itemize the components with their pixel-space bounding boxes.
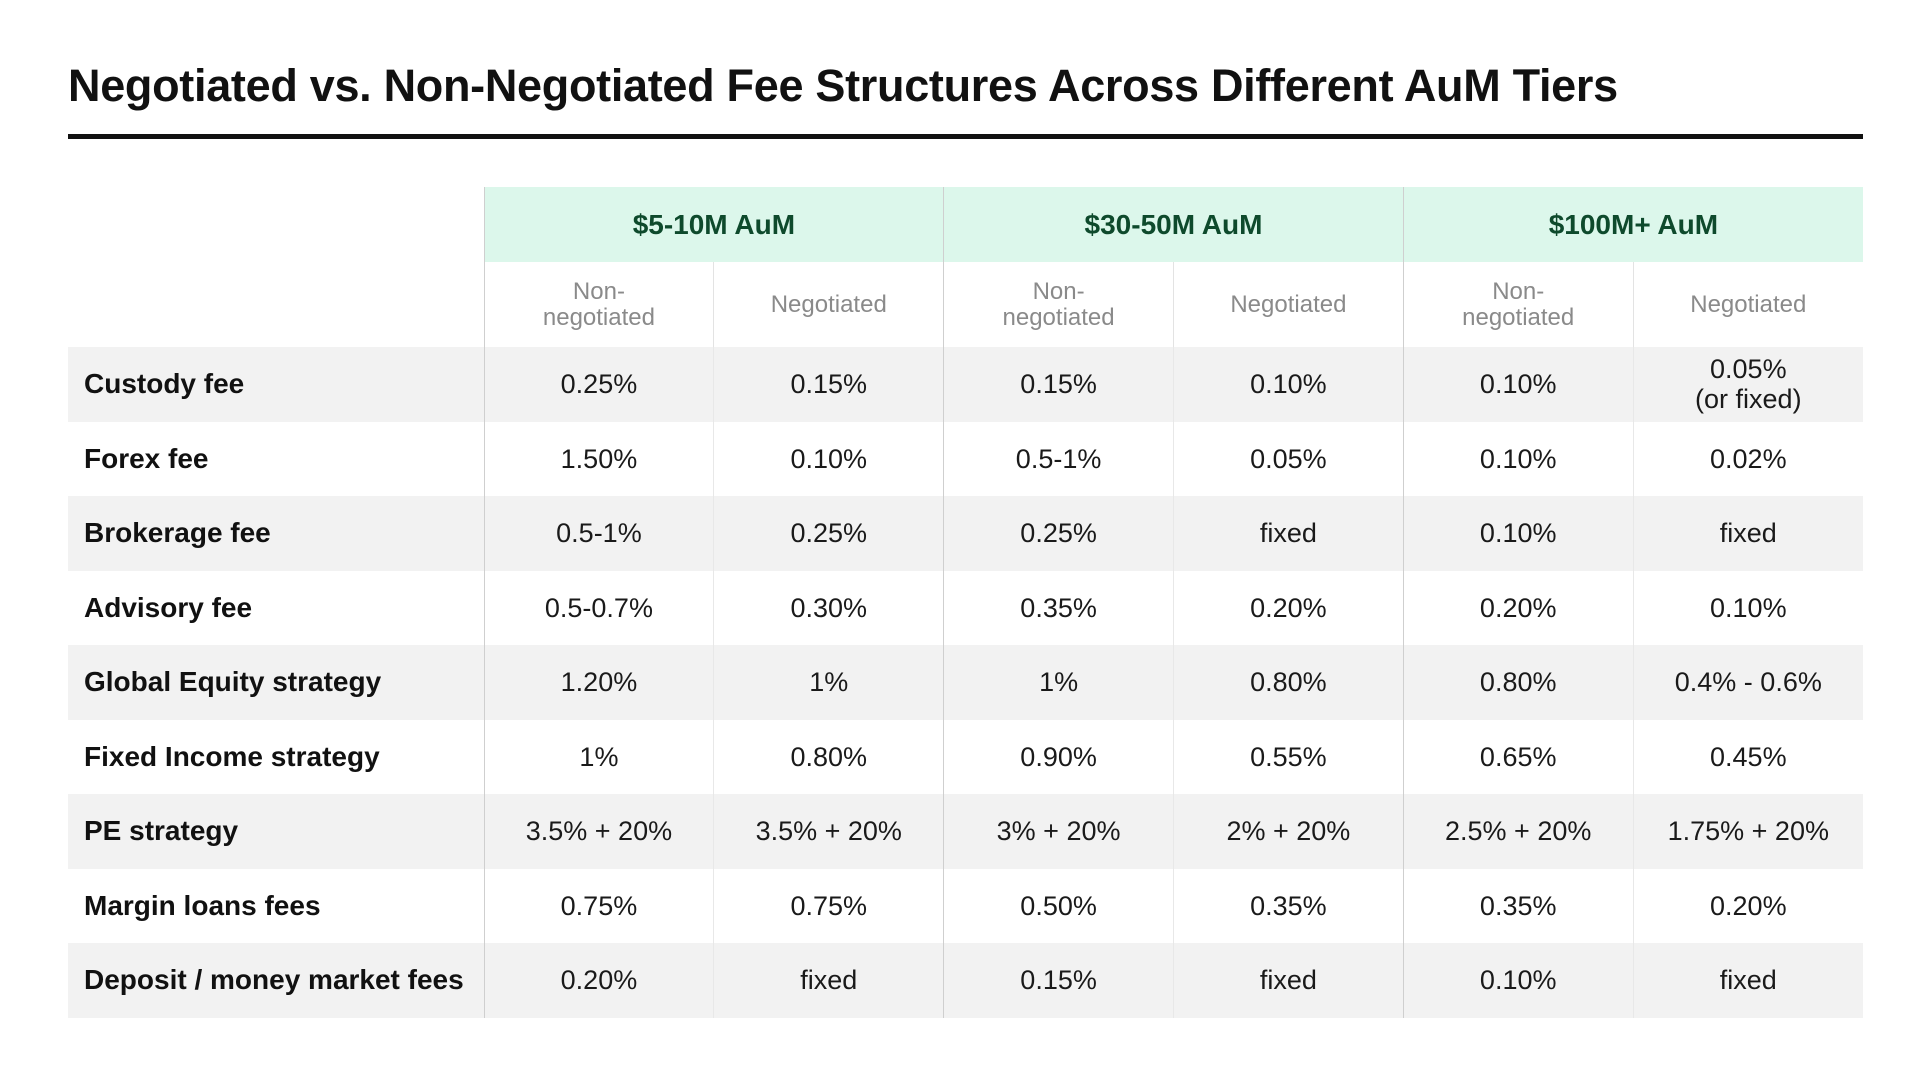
table-row: Deposit / money market fees 0.20% fixed …	[68, 943, 1863, 1018]
table-cell: 0.10%	[713, 421, 944, 496]
table-cell: 0.65%	[1402, 719, 1634, 794]
row-label: Advisory fee	[68, 570, 485, 645]
table-cell: 0.5-0.7%	[483, 570, 714, 645]
table-cell: 1.20%	[483, 645, 714, 720]
tier-header-row: $5-10M AuM $30-50M AuM $100M+ AuM	[68, 187, 1863, 262]
row-label: Fixed Income strategy	[68, 719, 485, 794]
table-cell: 0.10%	[1632, 570, 1863, 645]
table-cell: fixed	[1632, 943, 1863, 1018]
row-label: Deposit / money market fees	[68, 943, 485, 1018]
table-cell: 1.50%	[483, 421, 714, 496]
table-cell: 0.05%	[1172, 421, 1404, 496]
table-cell: 0.20%	[1172, 570, 1404, 645]
table-cell: 0.25%	[483, 347, 714, 422]
table-cell: 1%	[943, 645, 1174, 720]
table-cell: 0.25%	[943, 496, 1174, 571]
table-cell: 0.50%	[943, 868, 1174, 943]
table-cell: 0.20%	[483, 943, 714, 1018]
tier-header: $100M+ AuM	[1402, 187, 1863, 262]
table-cell: 0.45%	[1632, 719, 1863, 794]
table-cell: fixed	[713, 943, 944, 1018]
header-corner	[68, 187, 485, 262]
row-label: Brokerage fee	[68, 496, 485, 571]
table-cell: 0.75%	[483, 868, 714, 943]
table-cell: fixed	[1172, 496, 1404, 571]
table-cell: 0.05% (or fixed)	[1632, 347, 1863, 422]
table-cell: 0.10%	[1172, 347, 1404, 422]
title-divider	[68, 134, 1863, 139]
table-cell: 3.5% + 20%	[483, 794, 714, 869]
row-label: PE strategy	[68, 794, 485, 869]
table-cell: 1%	[483, 719, 714, 794]
table-cell: 0.20%	[1402, 570, 1634, 645]
page-title: Negotiated vs. Non-Negotiated Fee Struct…	[68, 60, 1618, 111]
table-row: PE strategy 3.5% + 20% 3.5% + 20% 3% + 2…	[68, 794, 1863, 869]
table-cell: 0.10%	[1402, 496, 1634, 571]
table-cell: 0.10%	[1402, 347, 1634, 422]
table-cell: 0.25%	[713, 496, 944, 571]
table-cell: 0.80%	[713, 719, 944, 794]
cell-note: (or fixed)	[1695, 384, 1802, 415]
table-cell: 0.35%	[1172, 868, 1404, 943]
table-cell: 0.35%	[943, 570, 1174, 645]
table-row: Global Equity strategy 1.20% 1% 1% 0.80%…	[68, 645, 1863, 720]
subheader-non-negotiated: Non-negotiated	[1402, 262, 1634, 347]
table-cell: 0.15%	[943, 943, 1174, 1018]
table-cell: 0.80%	[1172, 645, 1404, 720]
row-label: Margin loans fees	[68, 868, 485, 943]
subheader-negotiated: Negotiated	[1632, 262, 1863, 347]
table-cell: 0.35%	[1402, 868, 1634, 943]
table-cell: 1%	[713, 645, 944, 720]
table-row: Brokerage fee 0.5-1% 0.25% 0.25% fixed 0…	[68, 496, 1863, 571]
subheader-negotiated: Negotiated	[713, 262, 944, 347]
table-cell: 0.75%	[713, 868, 944, 943]
row-label: Custody fee	[68, 347, 485, 422]
subheader-row: Non-negotiated Negotiated Non-negotiated…	[68, 262, 1863, 347]
subheader-corner	[68, 262, 485, 347]
table-cell: 0.10%	[1402, 421, 1634, 496]
table-cell: fixed	[1632, 496, 1863, 571]
fee-comparison-table: $5-10M AuM $30-50M AuM $100M+ AuM Non-ne…	[68, 187, 1863, 1018]
table-row: Custody fee 0.25% 0.15% 0.15% 0.10% 0.10…	[68, 347, 1863, 422]
table-cell: 3.5% + 20%	[713, 794, 944, 869]
table-cell: 0.4% - 0.6%	[1632, 645, 1863, 720]
row-label: Forex fee	[68, 421, 485, 496]
table-cell: 0.30%	[713, 570, 944, 645]
table-cell: fixed	[1172, 943, 1404, 1018]
table-row: Fixed Income strategy 1% 0.80% 0.90% 0.5…	[68, 719, 1863, 794]
table-cell: 0.90%	[943, 719, 1174, 794]
table-cell: 0.15%	[713, 347, 944, 422]
table-cell: 2% + 20%	[1172, 794, 1404, 869]
table-row: Advisory fee 0.5-0.7% 0.30% 0.35% 0.20% …	[68, 570, 1863, 645]
subheader-negotiated: Negotiated	[1172, 262, 1404, 347]
table-cell: 1.75% + 20%	[1632, 794, 1863, 869]
subheader-non-negotiated: Non-negotiated	[943, 262, 1174, 347]
table-row: Forex fee 1.50% 0.10% 0.5-1% 0.05% 0.10%…	[68, 421, 1863, 496]
table-cell: 0.55%	[1172, 719, 1404, 794]
subheader-non-negotiated: Non-negotiated	[483, 262, 714, 347]
table-cell: 0.5-1%	[483, 496, 714, 571]
table-cell: 0.15%	[943, 347, 1174, 422]
table-cell: 0.20%	[1632, 868, 1863, 943]
table-cell: 0.10%	[1402, 943, 1634, 1018]
tier-header: $30-50M AuM	[943, 187, 1404, 262]
table-row: Margin loans fees 0.75% 0.75% 0.50% 0.35…	[68, 868, 1863, 943]
table-cell: 3% + 20%	[943, 794, 1174, 869]
tier-header: $5-10M AuM	[483, 187, 944, 262]
row-label: Global Equity strategy	[68, 645, 485, 720]
table-cell: 2.5% + 20%	[1402, 794, 1634, 869]
table-cell: 0.80%	[1402, 645, 1634, 720]
table-cell: 0.02%	[1632, 421, 1863, 496]
table-cell: 0.5-1%	[943, 421, 1174, 496]
